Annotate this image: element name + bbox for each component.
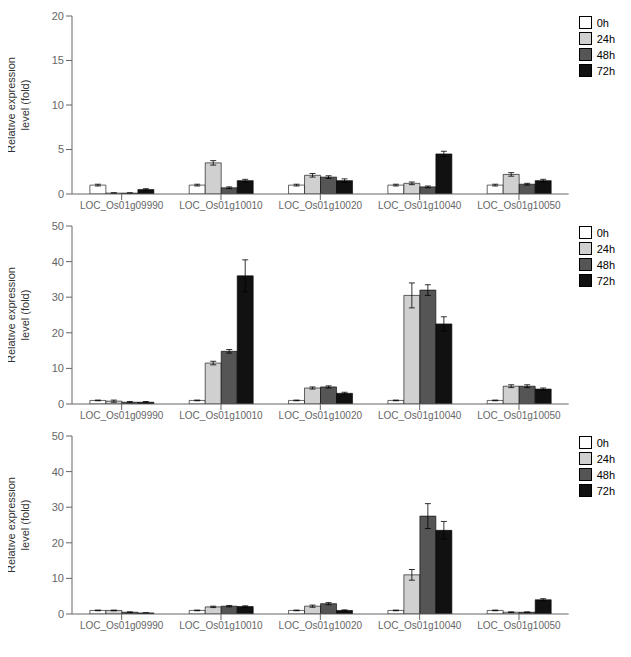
svg-text:0: 0 (58, 608, 64, 620)
svg-text:LOC_Os01g10040: LOC_Os01g10040 (378, 410, 462, 421)
svg-text:20: 20 (52, 327, 64, 339)
svg-text:LOC_Os01g10010: LOC_Os01g10010 (179, 200, 263, 211)
svg-text:15: 15 (52, 54, 64, 66)
svg-text:LOC_Os01g10050: LOC_Os01g10050 (477, 620, 561, 631)
svg-text:LOC_Os01g09990: LOC_Os01g09990 (80, 200, 164, 211)
svg-text:40: 40 (52, 466, 64, 478)
svg-text:10: 10 (52, 572, 64, 584)
html-text:24h: 24h (596, 32, 615, 45)
html-text:0h: 0h (596, 226, 609, 239)
svg-text:30: 30 (52, 501, 64, 513)
svg-text:50: 50 (52, 430, 64, 442)
svg-text:Relative expressionlevel (fold: Relative expressionlevel (fold) (8, 477, 31, 573)
html-text:72h: 72h (596, 274, 615, 287)
svg-text:LOC_Os01g09990: LOC_Os01g09990 (80, 410, 164, 421)
svg-text:LOC_Os01g10020: LOC_Os01g10020 (279, 620, 363, 631)
svg-text:LOC_Os01g10010: LOC_Os01g10010 (179, 410, 263, 421)
html-text:0h: 0h (596, 16, 609, 29)
html-text:48h: 48h (596, 468, 615, 481)
svg-text:LOC_Os01g10050: LOC_Os01g10050 (477, 200, 561, 211)
svg-text:20: 20 (52, 537, 64, 549)
html-text:24h: 24h (596, 452, 615, 465)
svg-text:10: 10 (52, 362, 64, 374)
svg-text:LOC_Os01g09990: LOC_Os01g09990 (80, 620, 164, 631)
svg-text:0: 0 (58, 398, 64, 410)
svg-text:Relative expressionlevel (fold: Relative expressionlevel (fold) (8, 57, 31, 153)
html-text:24h: 24h (596, 242, 615, 255)
svg-text:30: 30 (52, 291, 64, 303)
svg-text:LOC_Os01g10010: LOC_Os01g10010 (179, 620, 263, 631)
html-text:72h: 72h (596, 64, 615, 77)
svg-text:0: 0 (58, 188, 64, 200)
svg-text:40: 40 (52, 256, 64, 268)
svg-text:LOC_Os01g10040: LOC_Os01g10040 (378, 200, 462, 211)
html-text:48h: 48h (596, 258, 615, 271)
svg-text:5: 5 (58, 143, 64, 155)
html-text:0h: 0h (596, 436, 609, 449)
svg-text:LOC_Os01g10020: LOC_Os01g10020 (279, 200, 363, 211)
html-text:48h: 48h (596, 48, 615, 61)
svg-text:LOC_Os01g10050: LOC_Os01g10050 (477, 410, 561, 421)
svg-text:10: 10 (52, 99, 64, 111)
svg-text:LOC_Os01g10040: LOC_Os01g10040 (378, 620, 462, 631)
svg-text:LOC_Os01g10020: LOC_Os01g10020 (279, 410, 363, 421)
svg-text:Relative expressionlevel (fold: Relative expressionlevel (fold) (8, 267, 31, 363)
svg-text:50: 50 (52, 220, 64, 232)
html-text:72h: 72h (596, 484, 615, 497)
svg-text:20: 20 (52, 10, 64, 22)
